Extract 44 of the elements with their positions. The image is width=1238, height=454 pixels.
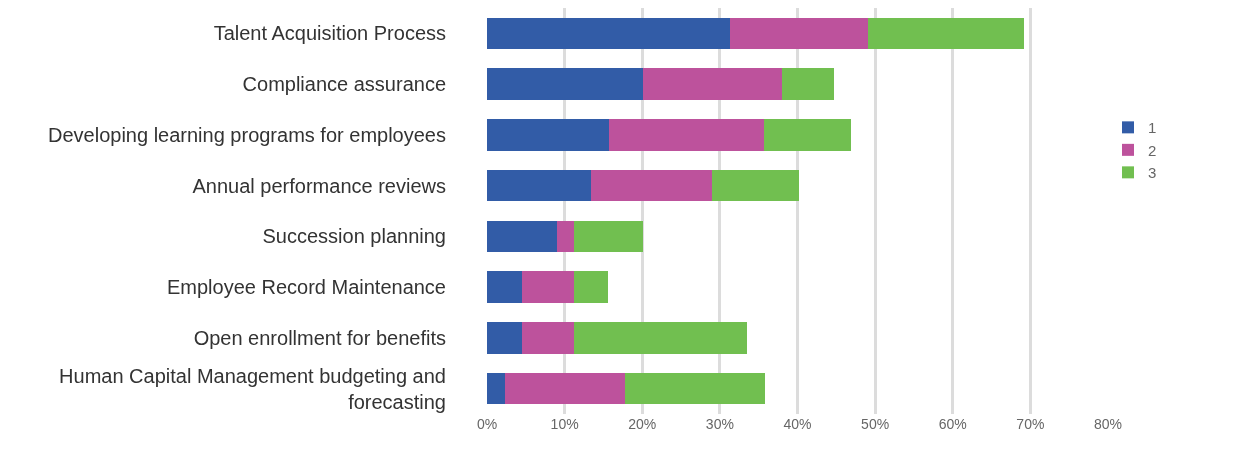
y-tick-label: Human Capital Management budgeting and forecasting: [59, 364, 446, 413]
bar: [487, 17, 730, 50]
x-tick-label: 30%: [705, 416, 734, 432]
bar: [487, 372, 505, 405]
x-tick-label: 50%: [861, 416, 890, 432]
bar: [521, 271, 574, 303]
bar: [487, 119, 609, 151]
bar: [487, 68, 644, 100]
bar: [487, 169, 592, 202]
legend-label: 1: [1148, 119, 1157, 137]
bar: [487, 271, 522, 303]
x-tick-label: 60%: [938, 416, 967, 432]
bar: [504, 372, 626, 405]
bar: [643, 68, 782, 100]
bar: [521, 322, 574, 354]
bar: [764, 119, 852, 151]
bar: [487, 220, 557, 253]
y-tick-label: Succession planning: [262, 225, 446, 248]
y-tick-label: Annual performance reviews: [192, 174, 446, 197]
bar: [729, 17, 869, 50]
y-tick-label: Employee Record Maintenance: [166, 276, 446, 299]
y-tick-label: Talent Acquisition Process: [213, 22, 446, 45]
bar: [868, 17, 1025, 50]
bar: [608, 119, 765, 151]
bar: [556, 220, 574, 253]
y-tick-label: Open enrollment for benefits: [193, 326, 446, 349]
y-tick-label: Compliance assurance: [242, 73, 446, 96]
bar: [573, 271, 609, 303]
x-tick-label: 0%: [476, 416, 498, 432]
x-tick-label: 40%: [783, 416, 812, 432]
bar: [625, 372, 765, 405]
bar: [573, 220, 644, 253]
x-tick-label: 10%: [550, 416, 579, 432]
legend-label: 2: [1148, 141, 1157, 159]
bar: [573, 322, 748, 354]
x-tick-label: 80%: [1093, 416, 1123, 432]
x-tick-label: 20%: [628, 416, 657, 432]
bar: [487, 322, 522, 354]
bar: [781, 68, 834, 100]
bar: [712, 169, 800, 202]
legend-label: 3: [1148, 164, 1157, 182]
y-tick-label: Developing learning programs for employees: [48, 123, 446, 146]
bar: [591, 169, 713, 202]
x-tick-label: 70%: [1016, 416, 1045, 432]
